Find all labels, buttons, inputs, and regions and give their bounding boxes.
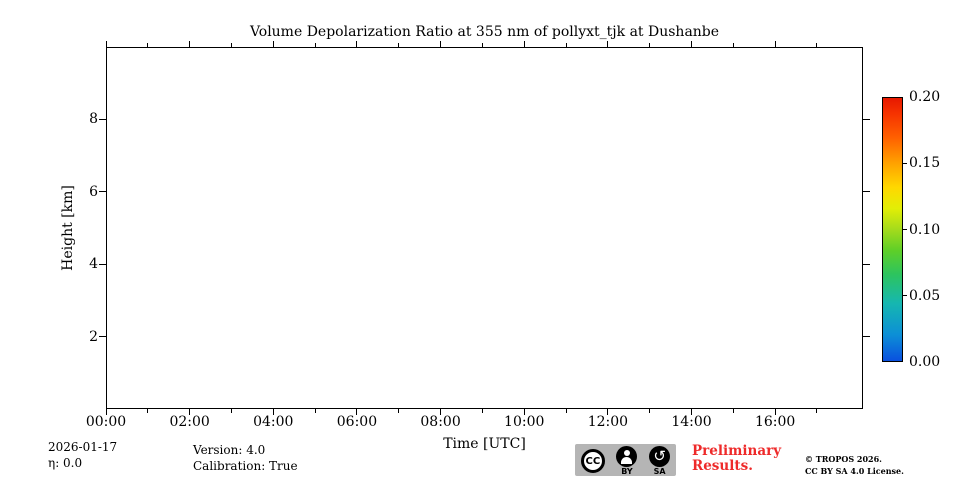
x-minor-tick — [732, 409, 734, 413]
person-body — [621, 456, 633, 464]
colorbar-tick — [903, 229, 907, 230]
y-major-tick — [99, 336, 106, 338]
y-tick-label: 6 — [89, 183, 98, 200]
sa-label: SA — [653, 467, 666, 476]
y-major-tick-right — [863, 263, 870, 265]
cc-icon: CC — [580, 449, 605, 473]
colorbar-tick — [903, 295, 907, 297]
x-tick-label: 02:00 — [169, 414, 210, 430]
colorbar-tick-label: 0.15 — [909, 155, 941, 172]
x-minor-tick-top — [398, 43, 400, 47]
colorbar-tick-label: 0.05 — [909, 287, 941, 304]
x-tick-label: 16:00 — [754, 414, 796, 430]
x-major-tick-top — [440, 41, 442, 47]
y-major-tick — [99, 118, 106, 120]
x-minor-tick — [481, 409, 483, 413]
cc-by-column: BY — [616, 446, 638, 476]
x-tick-label: 08:00 — [420, 414, 461, 430]
y-major-tick — [99, 263, 106, 265]
x-major-tick-top — [607, 41, 609, 47]
x-major-tick — [105, 409, 107, 415]
x-major-tick — [440, 409, 442, 415]
colorbar — [882, 97, 903, 362]
x-minor-tick-top — [481, 43, 483, 47]
preliminary-watermark: Preliminary Results. — [692, 444, 781, 474]
x-minor-tick-top — [565, 43, 567, 47]
x-major-tick — [189, 409, 191, 415]
x-minor-tick-top — [816, 43, 818, 47]
x-minor-tick — [649, 409, 651, 413]
preliminary-line2: Results. — [692, 458, 753, 474]
y-tick-label: 2 — [89, 328, 98, 345]
by-label: BY — [621, 467, 633, 476]
cc-sa-column: ↺ SA — [649, 446, 671, 476]
x-major-tick-top — [272, 41, 274, 47]
y-tick-label: 4 — [89, 256, 98, 273]
y-major-tick-right — [863, 336, 870, 338]
colorbar-tick — [903, 162, 907, 164]
x-tick-label: 14:00 — [671, 414, 712, 430]
by-person-icon — [616, 446, 638, 467]
x-major-tick-top — [774, 41, 776, 47]
x-minor-tick — [816, 409, 818, 413]
x-major-tick — [356, 409, 358, 415]
y-major-tick-right — [863, 118, 870, 120]
x-major-tick-top — [105, 41, 107, 47]
copyright-text: © TROPOS 2026. CC BY SA 4.0 License. — [805, 453, 904, 477]
sa-arrow-glyph: ↺ — [653, 447, 666, 465]
x-minor-tick — [314, 409, 316, 413]
copyright-line1: © TROPOS 2026. — [805, 454, 882, 464]
x-major-tick — [523, 409, 525, 415]
x-tick-label: 04:00 — [253, 414, 294, 430]
eta-label: η: 0.0 — [48, 456, 83, 470]
copyright-line2: CC BY SA 4.0 License. — [805, 466, 904, 476]
date-label: 2026-01-17 — [48, 440, 118, 454]
x-minor-tick — [147, 409, 149, 413]
x-tick-label: 10:00 — [504, 414, 545, 430]
x-axis-label: Time [UTC] — [443, 436, 526, 452]
person-head — [623, 449, 630, 456]
x-major-tick — [691, 409, 693, 415]
x-minor-tick — [230, 409, 232, 413]
x-major-tick — [272, 409, 274, 415]
x-tick-label: 00:00 — [85, 414, 127, 430]
x-major-tick — [607, 409, 609, 415]
x-minor-tick-top — [732, 43, 734, 47]
x-minor-tick-top — [649, 43, 651, 47]
x-major-tick — [774, 409, 776, 415]
colorbar-tick-label: 0.10 — [909, 221, 941, 238]
plot-area — [106, 47, 863, 409]
y-tick-label: 8 — [89, 111, 98, 128]
colorbar-tick-label: 0.20 — [909, 89, 941, 105]
colorbar-tick-label: 0.00 — [909, 354, 941, 370]
y-major-tick-right — [863, 191, 870, 193]
x-tick-label: 12:00 — [587, 414, 629, 430]
preliminary-line1: Preliminary — [692, 443, 782, 459]
x-minor-tick-top — [230, 43, 232, 47]
cc-logo-column: CC — [580, 446, 605, 473]
sa-share-icon: ↺ — [649, 446, 671, 467]
cc-license-badge: CC BY ↺ SA — [575, 444, 676, 476]
x-minor-tick — [398, 409, 400, 413]
x-major-tick-top — [356, 41, 358, 47]
calibration-label: Calibration: True — [193, 459, 298, 473]
y-major-tick — [99, 191, 106, 193]
y-axis-label: Height [km] — [60, 185, 76, 271]
x-major-tick-top — [189, 41, 191, 47]
x-minor-tick-top — [314, 43, 316, 47]
x-minor-tick — [565, 409, 567, 413]
chart-title: Volume Depolarization Ratio at 355 nm of… — [249, 24, 720, 40]
version-label: Version: 4.0 — [193, 443, 266, 457]
x-tick-label: 06:00 — [336, 414, 378, 430]
x-minor-tick-top — [147, 43, 149, 47]
x-major-tick-top — [523, 41, 525, 47]
x-major-tick-top — [691, 41, 693, 47]
